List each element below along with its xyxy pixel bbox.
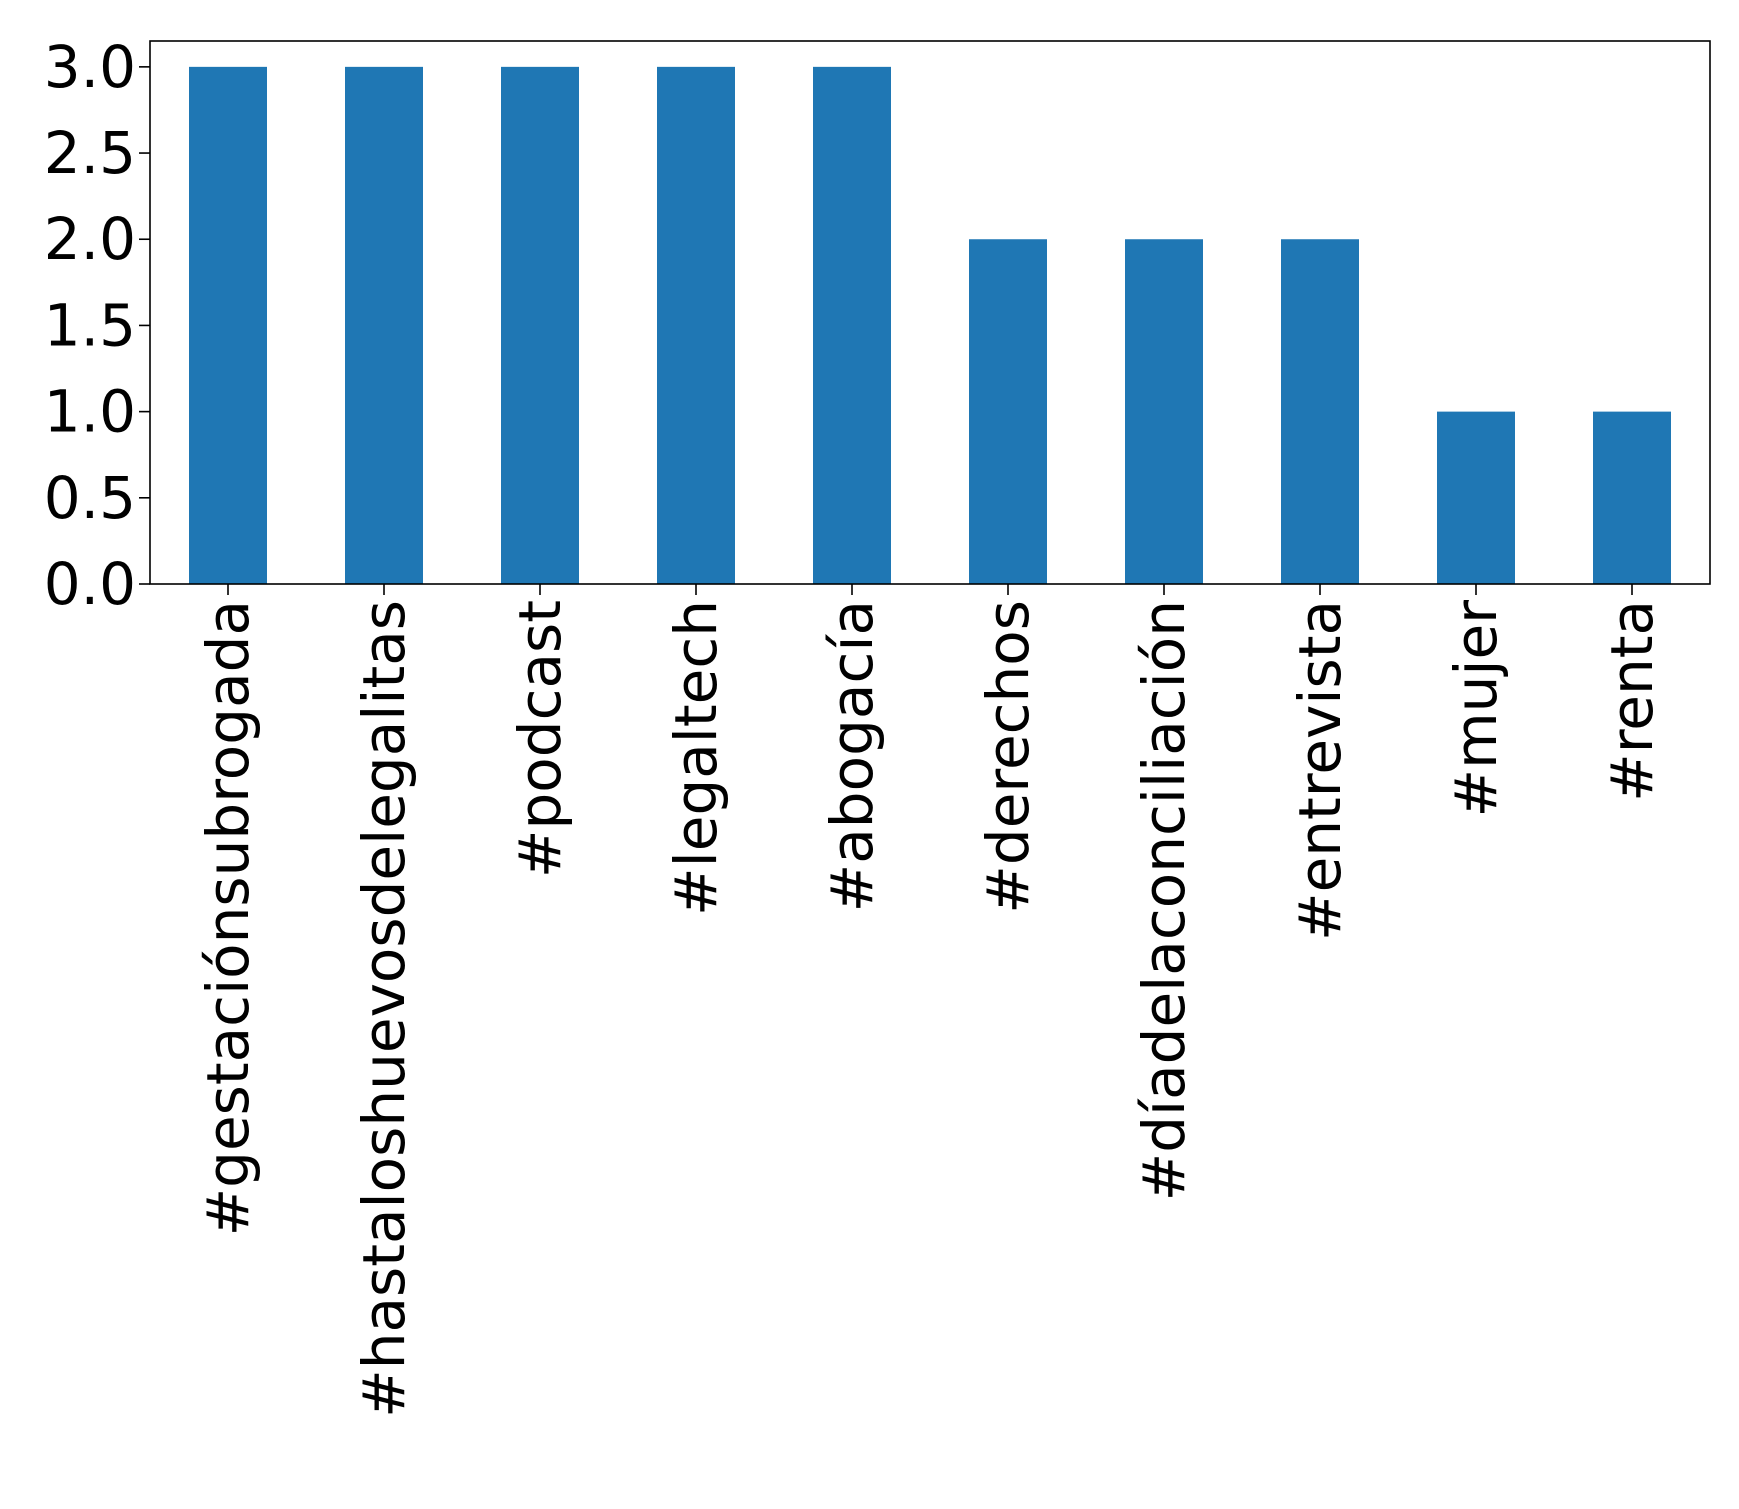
x-tick-label: #podcast [506, 600, 574, 878]
y-tick-label: 2.5 [44, 119, 136, 187]
y-tick-label: 1.0 [44, 378, 136, 446]
y-tick-label: 0.5 [44, 464, 136, 532]
y-tick-label: 3.0 [44, 33, 136, 101]
x-tick-label: #gestaciónsubrogada [194, 600, 262, 1236]
x-tick-label: #abogacía [818, 600, 886, 912]
x-axis: #gestaciónsubrogada #hastaloshuevosdelega… [194, 584, 1666, 1418]
x-tick-label: #díadelaconciliación [1130, 600, 1198, 1201]
x-tick-label: #hastaloshuevosdelegalitas [350, 600, 418, 1418]
x-tick-label: #derechos [974, 600, 1042, 914]
y-tick-label: 2.0 [44, 205, 136, 273]
x-tick-label: #legaltech [662, 600, 730, 916]
bar [1437, 411, 1515, 584]
bar [1593, 411, 1671, 584]
bar [1125, 239, 1203, 584]
bar [1281, 239, 1359, 584]
x-tick-label: #entrevista [1286, 600, 1354, 941]
y-tick-label: 0.0 [44, 550, 136, 618]
bar [189, 66, 267, 585]
bar [501, 66, 579, 585]
x-tick-label: #mujer [1442, 600, 1510, 818]
bar [969, 239, 1047, 584]
y-axis: 0.0 0.5 1.0 1.5 2.0 2.5 3.0 [44, 33, 150, 618]
axes-frame [149, 40, 1711, 585]
bar [657, 66, 735, 585]
bar [345, 66, 423, 585]
bars-layer [189, 66, 1671, 585]
bar [813, 66, 891, 585]
y-tick-label: 1.5 [44, 291, 136, 359]
x-tick-label: #renta [1598, 600, 1666, 802]
